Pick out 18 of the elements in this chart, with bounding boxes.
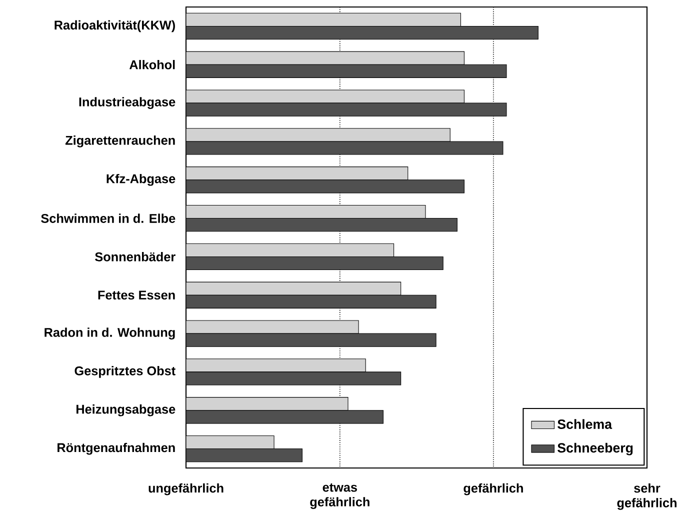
y-tick-label: Sonnenbäder: [95, 252, 176, 262]
text: sehr gefährlich: [617, 483, 676, 510]
y-tick-label: Heizungsabgase: [76, 404, 176, 416]
text: ungefährlich: [148, 483, 224, 496]
y-tick-label: Röntgenaufnahmen: [58, 442, 175, 455]
y-tick-label: Zigarettenrauchen: [65, 136, 175, 148]
y-tick-label: Kfz-Abgase: [106, 174, 176, 186]
legend-label: Schlema: [558, 419, 612, 429]
y-tick-label: Fettes Essen: [98, 290, 175, 300]
y-tick-label: Industrieabgase: [79, 97, 176, 109]
y-tick-label: Radioaktivität(KKW): [54, 20, 175, 32]
ref-line-label: gefährlich: [464, 483, 523, 496]
ref-line-label: etwas gefährlich: [310, 483, 370, 509]
y-tick-label: Radon in d. Wohnung: [44, 328, 175, 340]
y-tick-label: Alkohol: [129, 60, 175, 70]
y-tick-label: Schwimmen in d. Elbe: [41, 214, 176, 223]
y-tick-label: Gespritztes Obst: [74, 366, 176, 378]
legend-label: Schneeberg: [558, 442, 633, 456]
